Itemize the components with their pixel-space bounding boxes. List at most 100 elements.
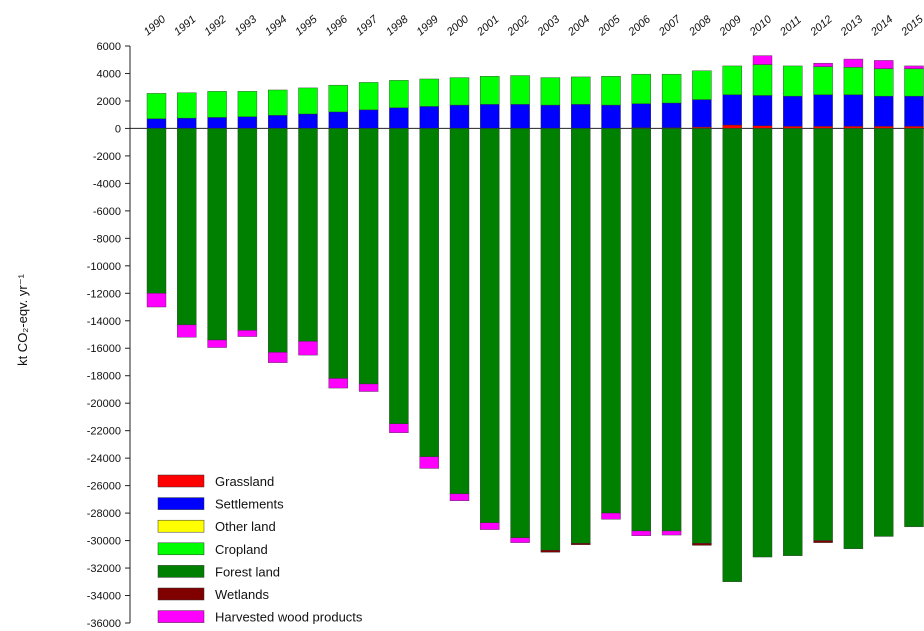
bar-segment-harvested-wood-products [358, 383, 379, 392]
bar-segment-cropland [692, 70, 712, 100]
legend-swatch [157, 519, 205, 533]
y-tick-label: -24000 [87, 453, 121, 465]
bar-segment-grassland [874, 126, 894, 129]
bar-segment-forest-land [601, 128, 621, 514]
bar-segment-settlements [389, 107, 409, 129]
bar-segment-cropland [813, 66, 833, 95]
bars [146, 55, 924, 582]
bar-segment-forest-land [177, 128, 197, 326]
bar-segment-forest-land [631, 128, 651, 532]
y-tick-label: 2000 [97, 96, 121, 108]
bar-segment-wetlands [813, 540, 833, 543]
bar-segment-harvested-wood-products [237, 330, 258, 337]
y-tick-label: -26000 [87, 481, 121, 493]
y-tick-label: -8000 [93, 233, 121, 245]
bar-segment-settlements [631, 103, 651, 128]
bar-segment-harvested-wood-products [874, 60, 894, 69]
y-axis-title: kt CO₂-eqv. yr⁻¹ [15, 273, 30, 366]
x-tick-label: 2013 [838, 13, 866, 39]
bar-segment-settlements [874, 95, 894, 127]
bar-segment-forest-land [813, 128, 833, 541]
bar-segment-cropland [480, 76, 500, 105]
bar-segment-cropland [389, 80, 409, 109]
y-tick-label: -10000 [87, 261, 121, 273]
bar-segment-cropland [661, 73, 682, 104]
bar-segment-harvested-wood-products [268, 352, 288, 363]
bar-segment-cropland [177, 92, 197, 119]
bar-segment-harvested-wood-products [298, 341, 318, 356]
bar-segment-settlements [237, 116, 258, 129]
bar-segment-settlements [480, 104, 500, 129]
bar-segment-grassland [752, 125, 773, 129]
x-tick-label: 1995 [293, 13, 320, 38]
bar-segment-settlements [752, 95, 773, 126]
bar-segment-forest-land [237, 128, 258, 331]
legend-swatch [157, 565, 205, 578]
legend-label: Forest land [215, 564, 280, 579]
y-tick-label: -2000 [93, 151, 121, 163]
bar-segment-settlements [540, 104, 561, 129]
bar-segment-forest-land [510, 128, 530, 539]
x-axis-year-labels: 1990 1991 1992 1993 1994 1995 1996 1997 1998 1999… [142, 13, 924, 39]
x-tick-label: 2009 [717, 13, 744, 39]
bar-segment-forest-land [843, 128, 864, 550]
bar-segment-settlements [207, 117, 227, 129]
bar-segment-grassland [722, 124, 742, 129]
bar-segment-settlements [268, 115, 288, 129]
bar-segment-harvested-wood-products [601, 512, 621, 520]
bar-segment-settlements [419, 106, 439, 129]
x-tick-label: 2001 [474, 13, 501, 39]
y-tick-label: 6000 [97, 41, 121, 53]
bar-segment-cropland [510, 75, 530, 105]
bar-segment-harvested-wood-products [631, 530, 651, 536]
bar-segment-forest-land [449, 128, 470, 495]
x-tick-label: 1999 [414, 13, 440, 38]
bar-segment-harvested-wood-products [207, 339, 227, 348]
bar-segment-cropland [540, 77, 561, 106]
bar-segment-settlements [571, 104, 591, 129]
bar-segment-harvested-wood-products [419, 456, 439, 469]
bar-segment-cropland [298, 87, 318, 115]
bar-segment-forest-land [571, 128, 591, 544]
bar-segment-forest-land [722, 128, 742, 582]
bar-segment-cropland [843, 67, 864, 95]
bar-segment-settlements [449, 104, 470, 129]
y-tick-label: -36000 [87, 618, 121, 630]
bar-segment-forest-land [540, 128, 561, 551]
x-tick-label: 2015 [898, 13, 924, 39]
bar-segment-harvested-wood-products [177, 324, 197, 338]
bar-segment-cropland [146, 93, 167, 120]
x-tick-label: 1991 [172, 13, 198, 38]
bar-segment-forest-land [661, 128, 682, 532]
y-tick-label: -4000 [93, 178, 121, 190]
bar-segment-settlements [298, 113, 318, 129]
legend-label: Grassland [215, 474, 274, 489]
x-tick-label: 1998 [384, 13, 411, 38]
bar-segment-harvested-wood-products [510, 537, 530, 543]
y-tick-label: -34000 [87, 591, 121, 603]
bar-segment-settlements [146, 118, 167, 129]
x-tick-label: 1994 [263, 13, 289, 38]
bar-segment-cropland [419, 78, 439, 107]
bar-segment-wetlands [540, 549, 561, 553]
x-tick-label: 1993 [233, 13, 260, 38]
bar-segment-forest-land [904, 128, 924, 528]
bar-segment-cropland [358, 82, 379, 111]
bar-segment-harvested-wood-products [661, 530, 682, 536]
bar-segment-cropland [237, 91, 258, 117]
x-tick-label: 1996 [324, 13, 351, 38]
bar-segment-harvested-wood-products [813, 62, 833, 67]
legend-label: Cropland [215, 542, 268, 557]
bar-segment-settlements [843, 94, 864, 127]
bar-segment-cropland [874, 68, 894, 97]
x-tick-label: 2005 [595, 13, 623, 39]
y-tick-label: 0 [115, 123, 121, 135]
y-tick-label: -6000 [93, 206, 121, 218]
bar-segment-cropland [752, 64, 773, 96]
bar-segment-settlements [783, 95, 803, 127]
bar-segment-forest-land [298, 128, 318, 342]
bar-segment-settlements [692, 99, 712, 128]
x-tick-label: 2003 [535, 13, 563, 39]
bar-segment-forest-land [268, 128, 288, 353]
bar-segment-grassland [692, 126, 712, 129]
